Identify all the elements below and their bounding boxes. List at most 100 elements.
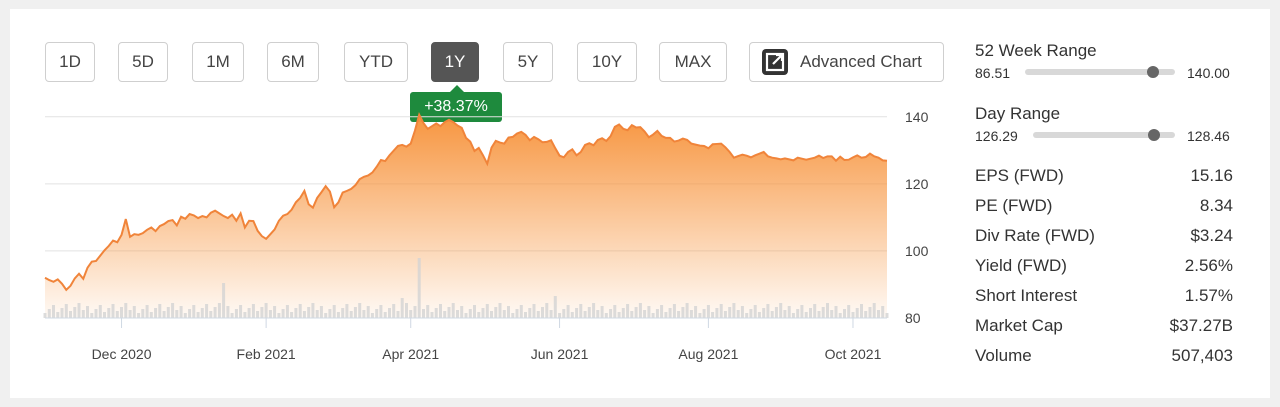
volume-bar	[234, 309, 238, 318]
x-tick-label: Jun 2021	[531, 346, 589, 362]
volume-bar	[362, 310, 366, 318]
volume-bar	[613, 305, 617, 318]
volume-bar	[370, 313, 374, 318]
volume-bar	[468, 309, 472, 318]
x-tick-label: Apr 2021	[382, 346, 439, 362]
y-tick-label: 120	[905, 176, 929, 192]
volume-bar	[400, 298, 404, 318]
volume-bar	[519, 305, 523, 318]
volume-bar	[796, 309, 800, 318]
volume-bar	[817, 311, 821, 318]
stat-value: $37.27B	[1169, 316, 1233, 335]
volume-bar	[855, 308, 859, 318]
volume-bar	[439, 304, 442, 318]
volume-bar	[124, 303, 128, 318]
volume-bar	[243, 312, 247, 318]
volume-bar	[698, 313, 702, 318]
stat-label: Volume	[975, 346, 1032, 365]
volume-bar	[702, 309, 706, 318]
volume-bar	[188, 309, 192, 318]
volume-bar	[358, 303, 362, 318]
volume-bar	[175, 310, 179, 318]
range-button-1m[interactable]: 1M	[192, 42, 244, 82]
volume-bar	[281, 309, 285, 318]
volume-bar	[592, 303, 596, 318]
volume-bar	[430, 312, 434, 318]
volume-bar	[324, 313, 328, 318]
volume-bar	[757, 312, 761, 318]
volume-bar	[643, 310, 647, 318]
x-tick-label: Aug 2021	[678, 346, 738, 362]
volume-bar	[638, 303, 642, 318]
volume-bar	[375, 309, 379, 318]
volume-bar	[460, 306, 464, 318]
stat-label: Yield (FWD)	[975, 256, 1067, 275]
range-button-6m[interactable]: 6M	[267, 42, 319, 82]
volume-bar	[273, 306, 277, 318]
volume-bar	[200, 308, 204, 318]
volume-bar	[90, 313, 94, 318]
range-button-1y[interactable]: 1Y	[431, 42, 479, 82]
volume-bar	[826, 303, 829, 318]
day-track	[1033, 132, 1175, 138]
volume-bar	[120, 307, 123, 318]
volume-bar	[451, 303, 455, 318]
volume-bar	[256, 311, 260, 318]
volume-bar	[558, 313, 562, 318]
volume-bar	[685, 303, 689, 318]
range-button-ytd[interactable]: YTD	[344, 42, 408, 82]
volume-bar	[728, 307, 732, 318]
volume-bar	[694, 306, 698, 318]
range-button-5y[interactable]: 5Y	[503, 42, 553, 82]
volume-bar	[73, 307, 77, 318]
volume-bar	[137, 313, 141, 318]
volume-bar	[205, 304, 209, 318]
volume-bar	[774, 307, 778, 318]
volume-bar	[885, 313, 889, 318]
volume-bar	[111, 304, 115, 318]
volume-bar	[60, 308, 64, 318]
volume-bar	[689, 310, 693, 318]
volume-bar	[485, 304, 489, 318]
volume-bar	[664, 312, 668, 318]
volume-bar	[524, 312, 527, 318]
volume-bar	[302, 311, 306, 318]
volume-bar	[328, 309, 332, 318]
volume-bar	[277, 313, 281, 318]
volume-bar	[872, 303, 876, 318]
volume-bar	[732, 303, 736, 318]
volume-bar	[345, 304, 349, 318]
volume-bar	[626, 304, 630, 318]
volume-bar	[583, 311, 587, 318]
volume-bar	[800, 305, 804, 318]
volume-bar	[166, 307, 170, 318]
advanced-chart-button[interactable]: Advanced Chart	[749, 42, 944, 82]
stat-label: Short Interest	[975, 286, 1078, 305]
volume-bar	[349, 311, 353, 318]
range-button-max[interactable]: MAX	[659, 42, 727, 82]
volume-bar	[830, 310, 834, 318]
volume-bar	[766, 304, 770, 318]
week52-high: 140.00	[1187, 65, 1230, 81]
range-button-1d[interactable]: 1D	[45, 42, 95, 82]
volume-bar	[98, 305, 102, 318]
volume-bar	[511, 313, 515, 318]
expand-icon	[762, 49, 788, 75]
day-marker	[1147, 129, 1160, 141]
stat-value: 2.56%	[1184, 256, 1233, 275]
y-tick-label: 80	[905, 310, 921, 326]
volume-bar	[132, 306, 136, 318]
week52-marker	[1146, 66, 1159, 78]
volume-bar	[217, 303, 221, 318]
volume-bar	[103, 312, 106, 318]
volume-bar	[239, 305, 243, 318]
range-button-5d[interactable]: 5D	[118, 42, 168, 82]
week52-title: 52 Week Range	[975, 41, 1097, 60]
volume-bar	[787, 306, 791, 318]
volume-bar	[779, 303, 783, 318]
range-button-10y[interactable]: 10Y	[577, 42, 637, 82]
volume-bar	[749, 309, 753, 318]
volume-bar	[762, 308, 766, 318]
volume-bar	[473, 305, 476, 318]
